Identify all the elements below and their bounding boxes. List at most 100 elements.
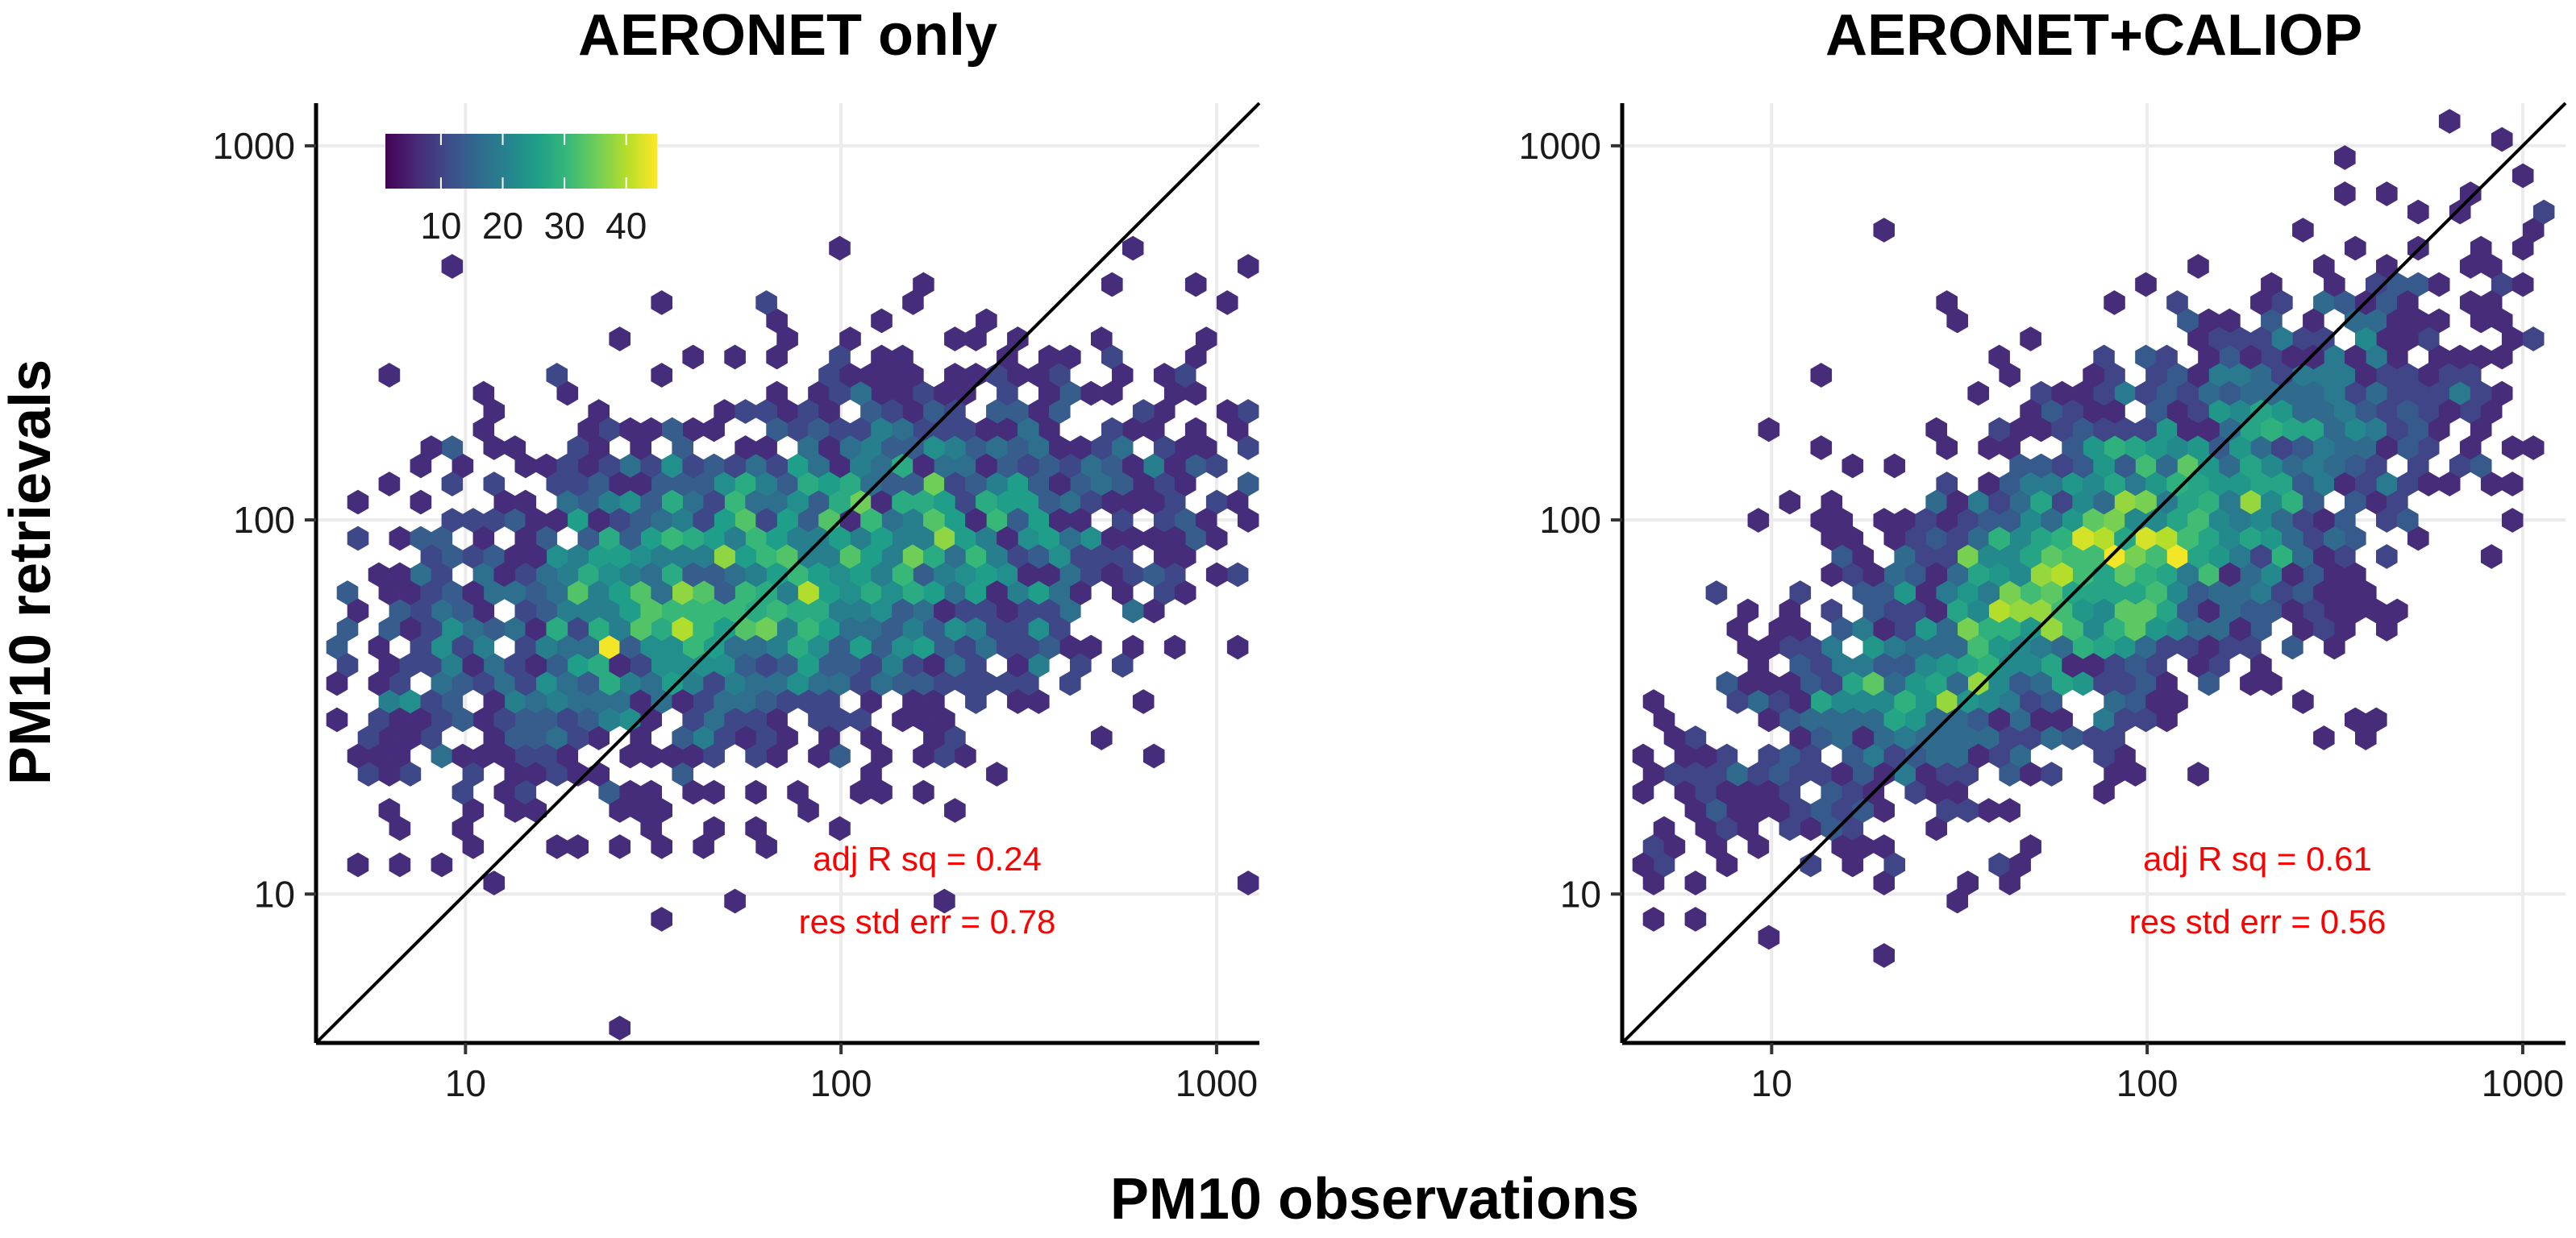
hex-bin bbox=[2449, 199, 2471, 225]
hex-bin bbox=[1873, 218, 1895, 243]
hex-bin bbox=[2491, 127, 2513, 152]
hex-bin bbox=[431, 852, 453, 878]
hex-bin bbox=[1726, 798, 1749, 823]
hex-bin bbox=[2282, 598, 2303, 624]
hex-bin bbox=[871, 562, 893, 588]
hex-bin bbox=[556, 453, 579, 479]
hex-bin bbox=[1747, 834, 1770, 859]
hex-bin bbox=[818, 435, 840, 460]
hex-bin bbox=[1684, 762, 1707, 787]
hex-bin bbox=[1821, 671, 1843, 696]
identity-line bbox=[1621, 102, 2567, 1045]
hex-bin bbox=[2261, 417, 2283, 442]
hex-bin bbox=[1821, 562, 1843, 588]
hex-bin bbox=[2428, 272, 2450, 297]
hex-bin bbox=[1184, 417, 1207, 442]
hex-bin bbox=[2187, 762, 2209, 787]
hex-bin bbox=[2334, 181, 2356, 206]
hex-bin bbox=[944, 798, 966, 823]
hex-bin bbox=[1632, 779, 1654, 805]
hex-bin bbox=[1936, 798, 1958, 823]
hex-bin bbox=[1705, 580, 1728, 605]
hex-bin bbox=[2198, 417, 2220, 442]
hex-bin bbox=[2522, 435, 2545, 460]
hex-bin bbox=[1070, 508, 1092, 533]
hex-bin bbox=[1999, 363, 2020, 388]
hex-bin bbox=[2250, 544, 2272, 569]
hex-bin bbox=[1091, 326, 1113, 351]
hex-bin bbox=[1925, 562, 1947, 588]
hex-bin bbox=[378, 798, 401, 823]
hex-bin bbox=[651, 363, 673, 388]
hex-bin bbox=[2303, 308, 2324, 334]
hex-bin bbox=[2020, 326, 2041, 351]
hex-bin bbox=[2407, 380, 2429, 406]
hex-bin bbox=[651, 907, 673, 932]
y-tick-label: 100 bbox=[233, 499, 295, 541]
hex-bin bbox=[871, 779, 893, 805]
hex-bin bbox=[1873, 508, 1895, 533]
hex-bin bbox=[1142, 489, 1165, 515]
hex-bin bbox=[2156, 671, 2178, 696]
hex-bin bbox=[1873, 943, 1895, 968]
hex-bin bbox=[2093, 598, 2115, 624]
hex-bin bbox=[2470, 235, 2492, 261]
legend-tick-label: 30 bbox=[544, 205, 585, 247]
hex-bin bbox=[1049, 435, 1071, 460]
hex-bin bbox=[776, 725, 798, 750]
hex-bin bbox=[2511, 235, 2534, 261]
hex-bin bbox=[2397, 290, 2419, 315]
hex-bin bbox=[1101, 380, 1123, 406]
hex-bin bbox=[787, 489, 809, 515]
hex-bin bbox=[808, 562, 830, 588]
hex-bin bbox=[2219, 562, 2241, 588]
hex-bin bbox=[1174, 472, 1196, 496]
hex-bin bbox=[1122, 235, 1144, 261]
hex-bin bbox=[1205, 526, 1228, 551]
hex-bin bbox=[1007, 689, 1029, 714]
hex-bin bbox=[682, 344, 704, 370]
hex-bin bbox=[1684, 907, 1707, 932]
hex-bin bbox=[609, 834, 631, 859]
hex-bin bbox=[1080, 380, 1102, 406]
hex-bin bbox=[714, 617, 735, 642]
hex-bin bbox=[871, 743, 893, 769]
hexbin-layer bbox=[1632, 109, 2555, 968]
hex-bin bbox=[514, 453, 537, 479]
hex-bin bbox=[745, 779, 767, 805]
hex-bin bbox=[410, 526, 432, 551]
hex-bin bbox=[378, 472, 401, 496]
hex-bin bbox=[703, 417, 725, 442]
hex-bin bbox=[1174, 580, 1196, 605]
hex-bin bbox=[724, 344, 746, 370]
hex-bin bbox=[1758, 671, 1780, 696]
hex-bin bbox=[1726, 689, 1749, 714]
hex-bin bbox=[1978, 798, 2000, 823]
hex-bin bbox=[2438, 399, 2461, 424]
hex-bin bbox=[1184, 272, 1207, 297]
x-axis-title: PM10 observations bbox=[1110, 1167, 1639, 1232]
hex-bin bbox=[755, 435, 777, 460]
hex-bin bbox=[2355, 363, 2377, 388]
hex-bin bbox=[1883, 852, 1905, 878]
legend-colorbar bbox=[385, 134, 657, 189]
hex-bin bbox=[1122, 526, 1144, 551]
hex-bin bbox=[2051, 380, 2073, 406]
hex-bin bbox=[1925, 634, 1947, 660]
hex-bin bbox=[965, 508, 987, 533]
hex-bin bbox=[2470, 380, 2492, 406]
hex-bin bbox=[2491, 344, 2513, 370]
hex-bin bbox=[1789, 725, 1812, 750]
hex-bin bbox=[1091, 725, 1113, 750]
hex-bin bbox=[1999, 617, 2020, 642]
hex-bin bbox=[567, 834, 589, 859]
hex-bin bbox=[1632, 852, 1654, 878]
hex-bin bbox=[2104, 290, 2125, 315]
hex-bin bbox=[640, 598, 663, 624]
hex-bin bbox=[504, 580, 526, 605]
hex-bin bbox=[2470, 453, 2492, 479]
hex-bin bbox=[577, 671, 600, 696]
hex-bin bbox=[1226, 562, 1249, 588]
hex-bin bbox=[724, 526, 746, 551]
